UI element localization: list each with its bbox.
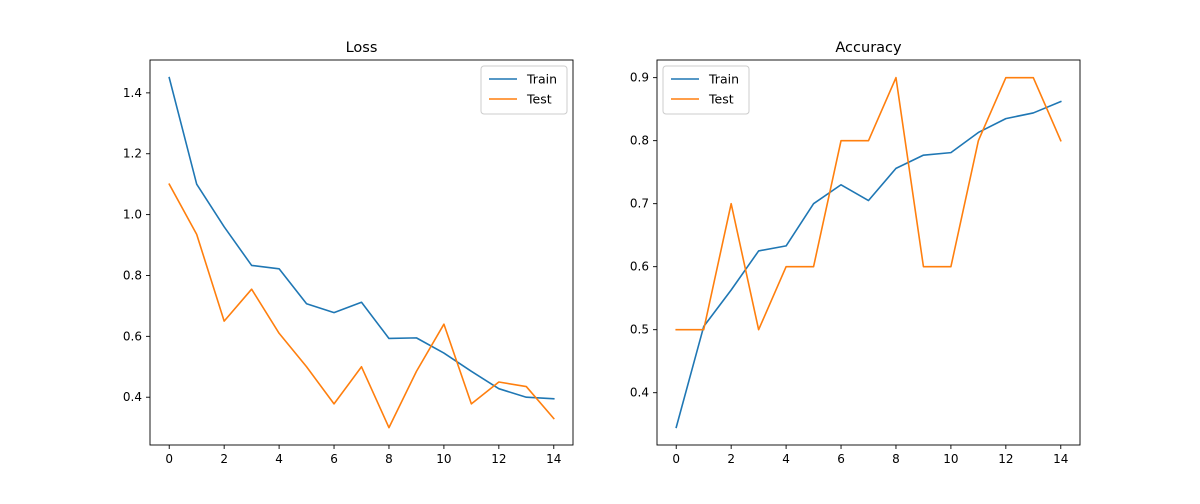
y-tick-label: 0.8 [630, 134, 649, 148]
x-tick-label: 14 [1053, 452, 1068, 466]
series-line-train [675, 100, 1062, 429]
x-tick-label: 6 [837, 452, 845, 466]
legend-box [662, 65, 750, 115]
x-tick-label: 4 [275, 452, 283, 466]
x-tick-label: 8 [892, 452, 900, 466]
chart-title: Accuracy [835, 40, 902, 56]
x-tick-label: 10 [943, 452, 958, 466]
y-tick-label: 0.5 [630, 323, 649, 337]
y-tick-label: 0.4 [630, 386, 649, 400]
legend-label-train: Train [708, 72, 739, 87]
x-tick-label: 8 [385, 452, 393, 466]
x-tick-label: 4 [782, 452, 790, 466]
legend-label-test: Test [526, 92, 552, 107]
chart-panel-loss: 0 2 4 6 8 10 12 14 0.4 0.6 0.8 1.0 1.2 1.4 Loss Train Te… [123, 40, 574, 466]
x-tick-label: 2 [727, 452, 735, 466]
y-tick-label: 1.0 [123, 208, 142, 222]
x-tick-label: 0 [165, 452, 173, 466]
series-line-test [168, 183, 555, 429]
legend-label-test: Test [708, 92, 734, 107]
series-line-train [168, 76, 555, 400]
legend: Train Test [480, 65, 568, 115]
x-tick-label: 0 [672, 452, 680, 466]
x-tick-label: 6 [330, 452, 338, 466]
x-tick-label: 12 [491, 452, 506, 466]
y-tick-label: 1.2 [123, 147, 142, 161]
series-line-test [675, 76, 1062, 331]
y-tick-label: 0.4 [123, 390, 142, 404]
legend-label-train: Train [526, 72, 557, 87]
axes-frame [149, 59, 574, 446]
x-tick-label: 12 [998, 452, 1013, 466]
x-tick-label: 2 [220, 452, 228, 466]
y-tick-label: 1.4 [123, 86, 142, 100]
chart-panel-accuracy: 0 2 4 6 8 10 12 14 0.4 0.5 0.6 0.7 0.8 0.9 Accuracy Tra… [630, 40, 1081, 466]
legend: Train Test [662, 65, 750, 115]
y-tick-label: 0.8 [123, 268, 142, 282]
chart-title: Loss [346, 40, 378, 56]
y-tick-label: 0.9 [630, 71, 649, 85]
x-tick-label: 14 [546, 452, 561, 466]
axes-frame [656, 59, 1081, 446]
y-tick-label: 0.7 [630, 197, 649, 211]
y-tick-label: 0.6 [630, 260, 649, 274]
y-tick-label: 0.6 [123, 329, 142, 343]
x-tick-label: 10 [436, 452, 451, 466]
legend-box [480, 65, 568, 115]
